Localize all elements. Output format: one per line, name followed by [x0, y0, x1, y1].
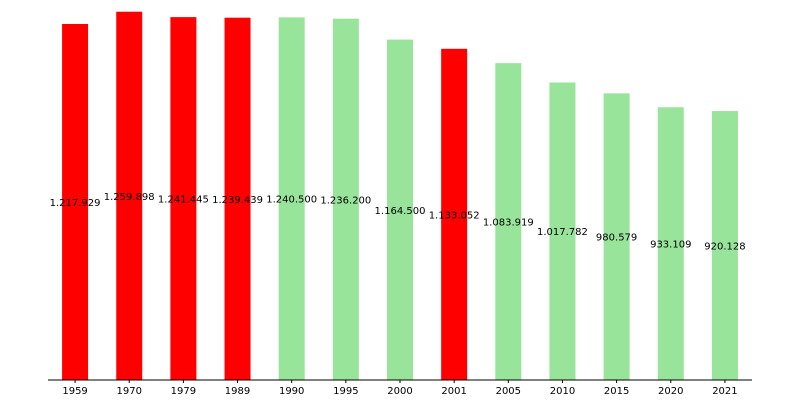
x-tick-label-1995: 1995 [333, 386, 358, 397]
x-tick-label-1989: 1989 [225, 386, 250, 397]
bar-2020 [657, 107, 684, 381]
bar-2010 [549, 82, 576, 380]
x-axis-tick-labels: 1959 1970 1979 1989 1990 1995 2000 2001 2005 2010… [62, 386, 737, 397]
x-tick-label-2015: 2015 [604, 386, 629, 397]
value-label-1989: 1.239.439 [212, 195, 263, 206]
bar-1959 [62, 23, 89, 380]
bar-2000 [387, 39, 413, 380]
bar-1970 [116, 11, 143, 380]
value-label-2015: 980.579 [596, 233, 637, 244]
x-tick-label-1959: 1959 [62, 386, 87, 397]
bar-1989 [224, 17, 251, 380]
value-label-2021: 920.128 [704, 242, 745, 253]
value-label-1970: 1.259.898 [104, 192, 155, 203]
x-tick-label-1970: 1970 [117, 386, 142, 397]
bar-1979 [170, 17, 197, 380]
value-label-2010: 1.017.782 [537, 227, 588, 238]
bar-1995 [332, 18, 359, 380]
bar-2001 [441, 48, 468, 381]
x-tick-label-2020: 2020 [658, 386, 683, 397]
bar-2005 [495, 63, 522, 380]
x-axis-ticks [74, 380, 726, 383]
x-tick-label-2005: 2005 [496, 386, 521, 397]
bar-2021 [711, 111, 738, 381]
x-tick-label-1979: 1979 [171, 386, 196, 397]
value-label-1959: 1.217.929 [50, 198, 101, 209]
bar-1990 [278, 17, 305, 381]
value-label-2020: 933.109 [650, 240, 691, 251]
x-tick-label-1990: 1990 [279, 386, 304, 397]
value-label-1995: 1.236.200 [320, 195, 371, 206]
value-label-1979: 1.241.445 [158, 195, 209, 206]
value-label-2005: 1.083.919 [483, 218, 534, 229]
value-label-1990: 1.240.500 [266, 195, 317, 206]
x-tick-label-2001: 2001 [441, 386, 466, 397]
x-tick-label-2021: 2021 [712, 386, 737, 397]
x-tick-label-2000: 2000 [387, 386, 412, 397]
value-label-2001: 1.133.052 [429, 210, 480, 221]
bars-group [62, 11, 738, 381]
x-tick-label-2010: 2010 [550, 386, 575, 397]
value-label-2000: 1.164.500 [375, 206, 426, 217]
bar-2015 [603, 93, 630, 381]
